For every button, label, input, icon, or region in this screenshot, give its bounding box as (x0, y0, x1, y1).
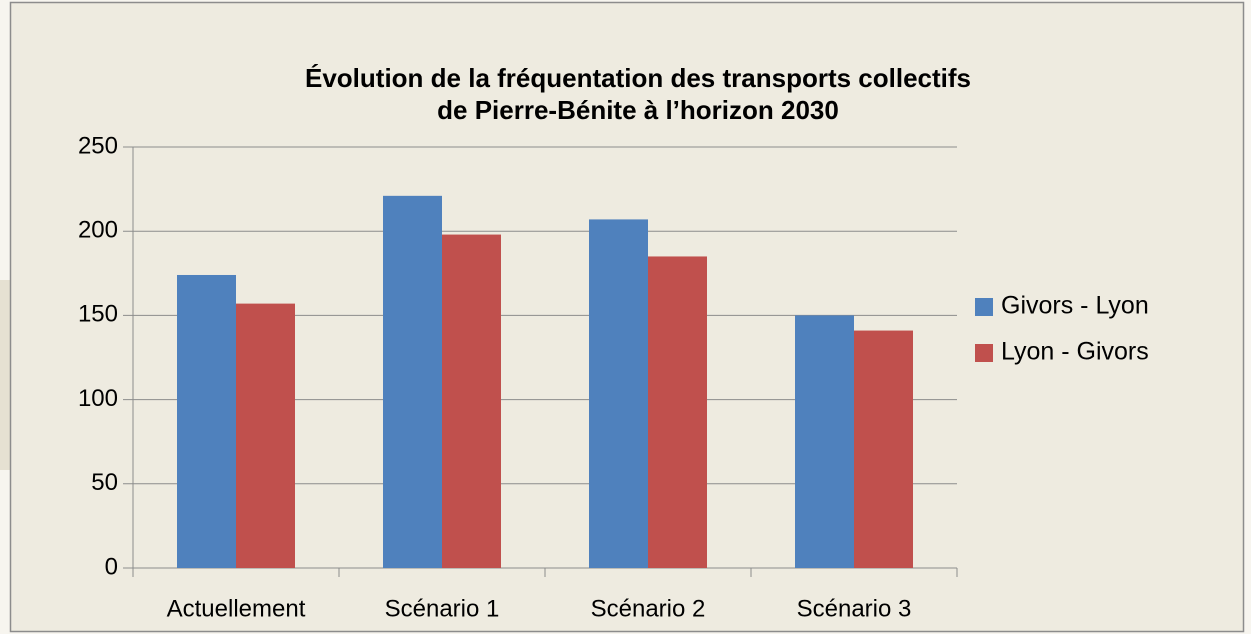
chart-title: de Pierre-Bénite à l’horizon 2030 (437, 95, 839, 125)
y-tick-label: 50 (91, 469, 118, 496)
legend-label: Lyon - Givors (1001, 338, 1149, 366)
legend-swatch (975, 298, 993, 316)
bar (854, 330, 913, 568)
bar (177, 274, 236, 568)
bar (236, 303, 295, 568)
y-tick-label: 150 (78, 301, 118, 328)
bar (442, 234, 501, 568)
y-tick-label: 100 (78, 385, 118, 412)
x-tick-label: Scénario 2 (591, 595, 706, 622)
y-tick-label: 0 (105, 553, 118, 580)
bar (383, 195, 442, 568)
side-strip (0, 280, 12, 470)
legend-swatch (975, 344, 993, 362)
x-tick-label: Scénario 1 (385, 595, 500, 622)
bar (589, 219, 648, 569)
y-tick-label: 200 (78, 217, 118, 244)
y-tick-label: 250 (78, 132, 118, 159)
x-tick-label: Actuellement (167, 595, 306, 622)
x-tick-label: Scénario 3 (797, 595, 912, 622)
chart-title: Évolution de la fréquentation des transp… (305, 63, 971, 93)
bar (648, 256, 707, 568)
bar (795, 315, 854, 568)
legend-label: Givors - Lyon (1001, 292, 1149, 320)
